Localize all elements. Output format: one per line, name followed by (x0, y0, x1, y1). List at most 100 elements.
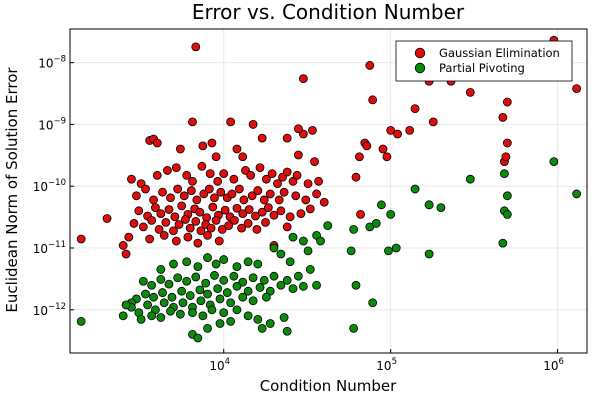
partial-pivoting-point (213, 284, 223, 294)
gaussian-elimination-point (220, 205, 230, 215)
partial-pivoting-point (178, 298, 188, 308)
partial-pivoting-point (384, 246, 393, 256)
partial-pivoting-point (323, 221, 333, 231)
gaussian-elimination-point (274, 195, 284, 205)
partial-pivoting-point (188, 308, 197, 318)
partial-pivoting-point (259, 275, 269, 285)
partial-pivoting-point (136, 314, 146, 324)
gaussian-elimination-point (132, 191, 141, 201)
gaussian-elimination-point (502, 97, 512, 107)
gaussian-elimination-point (276, 206, 286, 216)
partial-pivoting-point (288, 284, 298, 294)
gaussian-elimination-point (232, 144, 242, 154)
data-points (76, 35, 582, 343)
gaussian-elimination-point (237, 223, 247, 233)
gaussian-elimination-point (183, 232, 193, 242)
partial-pivoting-point (232, 305, 242, 315)
gaussian-elimination-point (134, 206, 144, 216)
partial-pivoting-point (203, 289, 212, 299)
partial-pivoting-point (285, 257, 295, 267)
gaussian-elimination-point (269, 210, 279, 220)
x-tick-exponent: 6 (559, 357, 564, 367)
gaussian-elimination-point (159, 230, 169, 240)
gaussian-elimination-point (239, 195, 249, 205)
partial-pivoting-point (276, 280, 286, 290)
gaussian-elimination-point (161, 217, 171, 227)
gaussian-elimination-point (572, 84, 582, 93)
partial-pivoting-point (207, 305, 217, 315)
gaussian-elimination-point (197, 161, 207, 171)
partial-pivoting-point (371, 219, 381, 228)
partial-pivoting-point (351, 280, 361, 290)
gaussian-elimination-point (267, 169, 277, 179)
partial-pivoting-point (349, 225, 359, 234)
partial-pivoting-point (156, 265, 166, 274)
gaussian-elimination-point (188, 176, 197, 186)
gaussian-elimination-point (141, 184, 150, 194)
partial-pivoting-point (243, 286, 253, 296)
gaussian-elimination-point (193, 238, 203, 248)
partial-pivoting-point (303, 246, 313, 256)
partial-pivoting-point (465, 174, 475, 184)
partial-pivoting-point (147, 280, 157, 290)
partial-pivoting-point (191, 272, 201, 282)
partial-pivoting-point (182, 257, 192, 267)
gaussian-elimination-point (386, 126, 396, 135)
partial-pivoting-point (219, 255, 229, 264)
gaussian-elimination-point (247, 191, 257, 201)
y-tick-exponent: −10 (48, 178, 66, 188)
gaussian-elimination-point (124, 232, 134, 242)
partial-pivoting-point (238, 292, 248, 302)
x-axis-label: Condition Number (260, 377, 397, 395)
gaussian-elimination-point (312, 189, 321, 199)
partial-pivoting-point (502, 191, 512, 201)
gaussian-elimination-point (158, 187, 167, 197)
gaussian-elimination-point (279, 187, 289, 197)
gaussian-elimination-point (288, 176, 298, 186)
gaussian-elimination-point (214, 236, 224, 246)
partial-pivoting-point (572, 189, 582, 199)
partial-pivoting-point (211, 259, 221, 269)
gaussian-elimination-point (127, 174, 136, 184)
partial-pivoting-point (166, 306, 175, 316)
partial-pivoting-point (316, 236, 325, 246)
gaussian-elimination-point (169, 226, 178, 236)
gaussian-elimination-point (175, 144, 185, 154)
partial-pivoting-point (253, 259, 263, 269)
gaussian-elimination-point (244, 205, 254, 214)
gaussian-elimination-point (234, 184, 244, 194)
gaussian-elimination-point (205, 169, 215, 179)
y-tick-base: 10 (33, 242, 48, 256)
gaussian-elimination-point (102, 214, 112, 223)
gaussian-elimination-point (203, 230, 212, 240)
partial-pivoting-point (436, 203, 446, 213)
gaussian-elimination-point (428, 117, 438, 127)
legend-marker-pivoting (414, 62, 426, 74)
gaussian-elimination-point (171, 163, 181, 173)
partial-pivoting-point (141, 289, 150, 299)
gaussian-elimination-point (282, 133, 292, 143)
gaussian-elimination-point (191, 216, 201, 226)
partial-pivoting-point (219, 275, 229, 285)
partial-pivoting-point (159, 298, 169, 308)
partial-pivoting-point (158, 288, 167, 297)
y-tick-base: 10 (38, 118, 53, 132)
y-tick-label: 10−11 (33, 240, 66, 256)
legend: Gaussian Elimination Partial Pivoting (395, 40, 573, 82)
gaussian-elimination-point (259, 195, 269, 205)
gaussian-elimination-point (188, 117, 197, 127)
partial-pivoting-point (243, 257, 253, 267)
gaussian-elimination-point (257, 133, 267, 143)
gaussian-elimination-point (305, 204, 315, 214)
legend-box (395, 40, 573, 82)
plot-frame (69, 28, 588, 354)
gaussian-elimination-point (152, 138, 162, 148)
partial-pivoting-point (265, 319, 275, 328)
partial-pivoting-point (248, 273, 258, 283)
partial-pivoting-point (424, 249, 434, 259)
gaussian-elimination-point (230, 215, 239, 225)
partial-pivoting-point (177, 286, 187, 296)
y-tick-label: 10−12 (33, 302, 66, 318)
gaussian-elimination-point (238, 209, 248, 219)
